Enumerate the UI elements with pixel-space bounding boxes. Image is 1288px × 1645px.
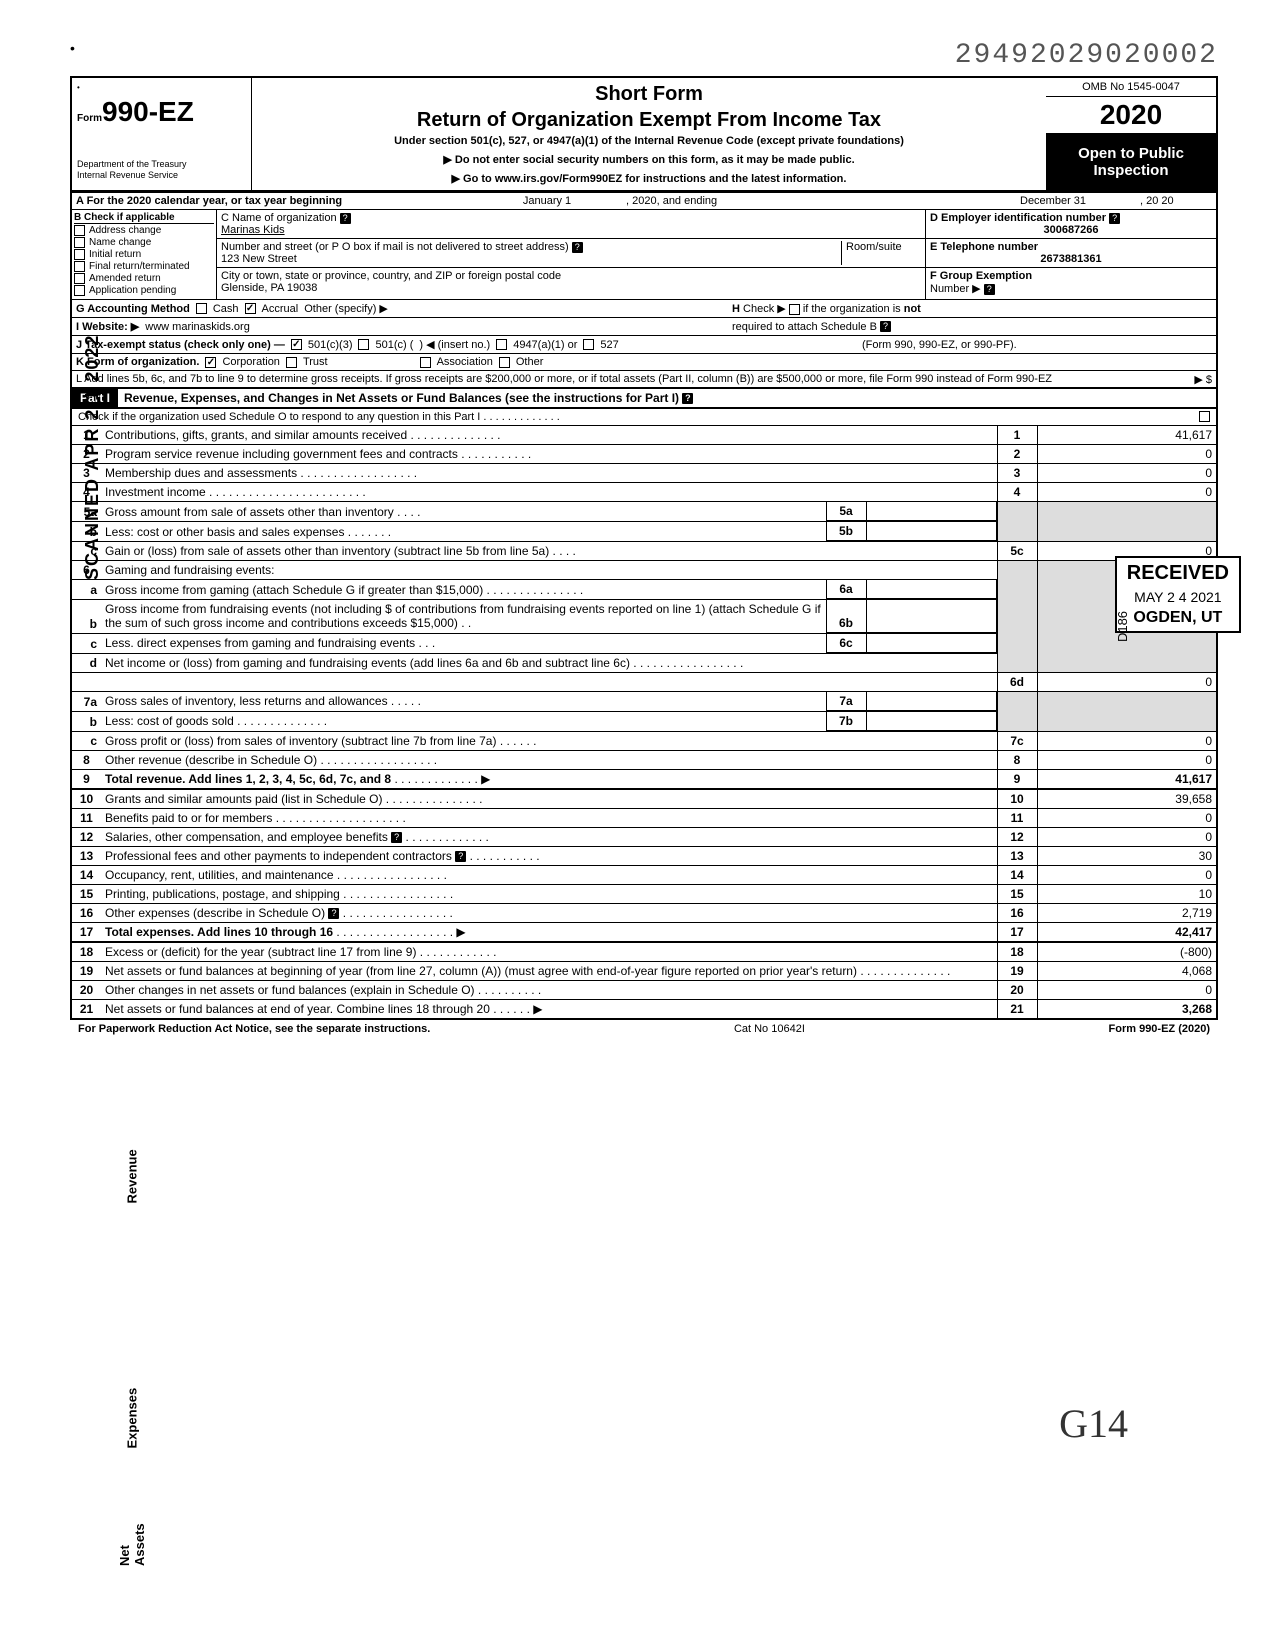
schedule-o-checkbox[interactable] (1199, 411, 1210, 422)
info-grid: B Check if applicable Address change Nam… (70, 210, 1218, 299)
row-l: L Add lines 5b, 6c, and 7b to line 9 to … (76, 373, 1052, 385)
year: 2020 (1046, 97, 1216, 133)
ssn-note: ▶ Do not enter social security numbers o… (262, 153, 1036, 166)
527-checkbox[interactable] (583, 339, 594, 350)
netassets-label: Net Assets (117, 1546, 147, 1566)
form-number: 990-EZ (102, 96, 194, 128)
help-icon[interactable] (340, 213, 351, 224)
scanned-stamp: SCANNED APR 2 1 2022 (82, 334, 103, 580)
trust-checkbox[interactable] (286, 357, 297, 368)
cash-checkbox[interactable] (196, 303, 207, 314)
return-title: Return of Organization Exempt From Incom… (262, 109, 1036, 132)
open-public: Open to Public Inspection (1046, 133, 1216, 190)
dept-line1: Department of the Treasury (77, 158, 246, 169)
col-b: B Check if applicable Address change Nam… (72, 210, 217, 299)
part1-header: Part I Revenue, Expenses, and Changes in… (70, 389, 1218, 409)
help-icon[interactable] (572, 242, 583, 253)
initials: G14 (1059, 1400, 1128, 1447)
col-right: D Employer identification number 3006872… (926, 210, 1216, 299)
501c-checkbox[interactable] (358, 339, 369, 350)
revenue-table: 1Contributions, gifts, grants, and simil… (70, 426, 1218, 1020)
revenue-label: Revenue (125, 1184, 140, 1204)
assoc-checkbox[interactable] (420, 357, 431, 368)
other-checkbox[interactable] (499, 357, 510, 368)
short-form-title: Short Form (262, 83, 1036, 106)
dept-line2: Internal Revenue Service (77, 169, 246, 180)
form-header: • Form 990-EZ Department of the Treasury… (70, 76, 1218, 193)
under-section: Under section 501(c), 527, or 4947(a)(1)… (262, 135, 1036, 147)
form-prefix: Form (77, 113, 102, 124)
website: www marinaskids.org (145, 321, 250, 333)
4947-checkbox[interactable] (496, 339, 507, 350)
received-stamp: RECEIVED D186 MAY 2 4 2021 OGDEN, UT (1115, 556, 1241, 633)
help-icon[interactable] (984, 284, 995, 295)
col-c: C Name of organization Marinas Kids Numb… (217, 210, 926, 299)
part1-check: Check if the organization used Schedule … (70, 409, 1218, 426)
501c3-checkbox[interactable] (291, 339, 302, 350)
footer: For Paperwork Reduction Act Notice, see … (70, 1020, 1218, 1038)
row-g-label: G Accounting Method (76, 303, 190, 315)
handwritten-number: 29492029020002 (955, 40, 1218, 71)
help-icon[interactable] (682, 393, 693, 404)
expenses-label: Expenses (125, 1429, 140, 1449)
help-icon[interactable] (1109, 213, 1120, 224)
row-i-label: I Website: ▶ (76, 320, 139, 333)
corp-checkbox[interactable] (205, 357, 216, 368)
omb-number: OMB No 1545-0047 (1046, 78, 1216, 97)
row-h: H Check ▶ if the organization is not (732, 302, 1212, 315)
accrual-checkbox[interactable] (245, 303, 256, 314)
line-a: A For the 2020 calendar year, or tax yea… (70, 193, 1218, 210)
goto-note: ▶ Go to www.irs.gov/Form990EZ for instru… (262, 172, 1036, 185)
